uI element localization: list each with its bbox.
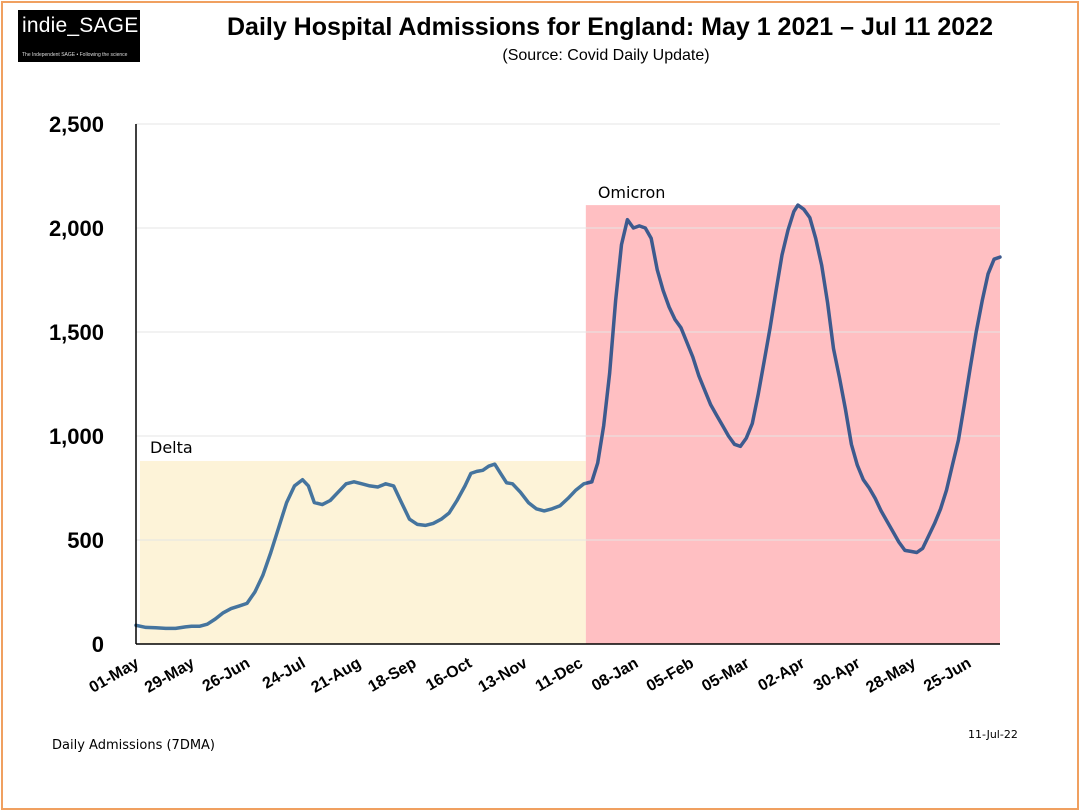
y-tick-label: 1,500 — [49, 320, 104, 345]
x-tick-label: 11-Dec — [533, 655, 586, 696]
region-delta — [140, 460, 586, 644]
logo-name: indie_SAGE — [22, 14, 139, 37]
y-tick-label: 0 — [92, 632, 104, 657]
logo-tagline: The Independent SAGE • Following the sci… — [22, 52, 128, 58]
x-tick-label: 16-Oct — [423, 654, 475, 694]
series-line-delta — [134, 462, 594, 631]
x-tick-label: 21-Aug — [308, 655, 363, 697]
series-layer — [134, 203, 1002, 631]
logo: indie_SAGE The Independent SAGE • Follow… — [18, 10, 140, 62]
x-tick-label: 08-Jan — [589, 655, 641, 695]
series-label: Daily Admissions (7DMA) — [52, 738, 216, 753]
region-label-delta: Delta — [150, 438, 193, 457]
chart-title: Daily Hospital Admissions for England: M… — [226, 13, 994, 41]
x-tick-label: 28-May — [863, 655, 919, 697]
gridline-layer — [136, 123, 1000, 541]
x-tick-label: 26-Jun — [200, 655, 253, 696]
x-tick-label: 13-Nov — [476, 655, 531, 696]
x-tick-label: 01-May — [87, 655, 143, 697]
x-tick-label: 24-Jul — [260, 655, 309, 693]
x-tick-label: 18-Sep — [365, 655, 419, 696]
region-layer — [140, 205, 1000, 644]
x-tick-label: 05-Feb — [644, 655, 697, 696]
y-tick-label: 1,000 — [49, 424, 104, 449]
region-label-omicron: Omicron — [598, 183, 666, 202]
x-tick-label: 29-May — [142, 655, 198, 697]
x-tick-label: 30-Apr — [811, 655, 863, 695]
region-omicron — [585, 205, 1000, 644]
y-tick-label: 2,500 — [49, 112, 104, 137]
chart-subtitle: (Source: Covid Daily Update) — [502, 47, 710, 64]
y-tick-label: 500 — [67, 528, 104, 553]
x-tick-label: 05-Mar — [699, 655, 752, 696]
x-tick-label: 25-Jun — [921, 655, 974, 696]
x-tick-label: 02-Apr — [755, 655, 807, 695]
series-line-omicron — [586, 203, 1002, 555]
update-date: 11-Jul-22 — [968, 728, 1018, 741]
axis-layer — [135, 124, 1000, 645]
y-tick-label: 2,000 — [49, 216, 104, 241]
